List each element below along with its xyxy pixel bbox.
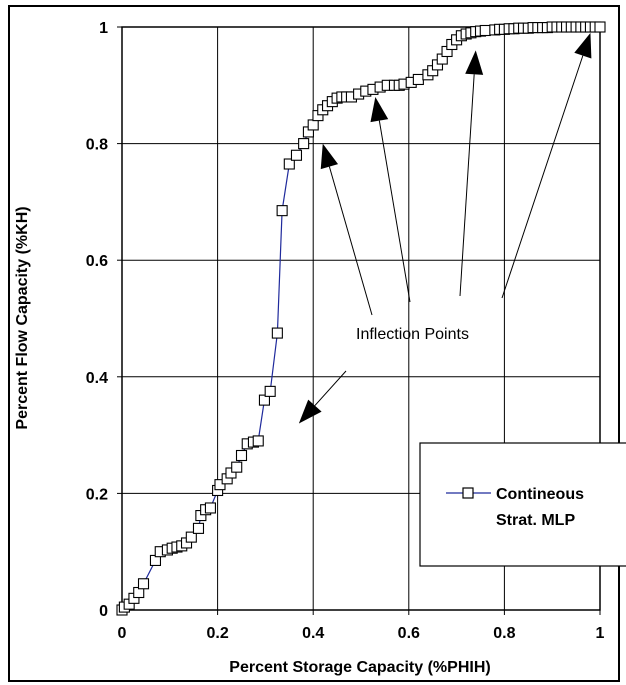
x-axis-ticks: 0 0.2 0.4 0.6 0.8 1 <box>118 610 605 642</box>
annotation-arrow-line <box>459 74 475 297</box>
data-point <box>192 522 205 534</box>
data-point <box>214 479 226 491</box>
y-axis-ticks: 0 0.2 0.4 0.6 0.8 1 <box>86 20 122 620</box>
y-tick-label: 0.4 <box>86 370 108 387</box>
annotation-arrow-line <box>328 166 373 316</box>
data-point <box>298 138 310 150</box>
data-point <box>231 461 243 473</box>
data-point <box>185 531 197 543</box>
annotation-arrow-head <box>370 96 389 123</box>
annotation-arrow-line <box>501 55 584 299</box>
series-contineous-strat-mlp <box>116 21 606 616</box>
data-point <box>235 449 248 462</box>
annotation-arrow-head <box>320 143 339 170</box>
y-tick-label: 1 <box>99 20 108 37</box>
inflection-arrows <box>298 32 592 424</box>
data-point <box>412 73 424 86</box>
plot-area <box>121 26 601 611</box>
legend-label-line1: Contineous <box>496 486 584 503</box>
data-point <box>290 149 303 161</box>
x-tick-label: 0.2 <box>206 625 228 642</box>
x-tick-label: 0 <box>118 625 127 642</box>
x-tick-label: 1 <box>596 625 605 642</box>
y-tick-label: 0.6 <box>86 253 108 270</box>
annotation-arrow-line <box>314 370 347 406</box>
annotation-arrow-head <box>465 50 484 75</box>
data-point <box>225 467 237 479</box>
annotation-inflection-points: Inflection Points <box>356 326 469 343</box>
data-point <box>264 385 276 397</box>
legend-marker <box>462 487 474 499</box>
x-tick-label: 0.8 <box>493 625 515 642</box>
legend-label-line2: Strat. MLP <box>496 512 575 529</box>
annotation-arrow-line <box>378 120 411 303</box>
y-axis-title: Percent Flow Capacity (%KH) <box>14 206 31 429</box>
data-point <box>137 578 150 590</box>
y-tick-label: 0.8 <box>86 137 108 154</box>
annotation-arrow-head <box>574 32 592 59</box>
data-point <box>204 502 216 514</box>
data-point <box>252 435 264 447</box>
y-tick-label: 0 <box>99 603 108 620</box>
data-point <box>258 394 270 406</box>
data-point <box>271 327 283 339</box>
data-point <box>276 205 288 217</box>
legend: Contineous Strat. MLP <box>419 442 626 567</box>
data-point <box>307 119 319 131</box>
data-point <box>479 24 491 37</box>
legend-box <box>419 442 626 567</box>
chart-frame <box>8 5 620 682</box>
annotation-arrow-head <box>298 399 322 424</box>
x-axis-title: Percent Storage Capacity (%PHIH) <box>229 659 490 676</box>
x-tick-label: 0.4 <box>302 625 324 642</box>
x-tick-label: 0.6 <box>398 625 420 642</box>
y-tick-label: 0.2 <box>86 486 108 503</box>
data-point <box>283 158 295 170</box>
data-point <box>594 21 606 33</box>
